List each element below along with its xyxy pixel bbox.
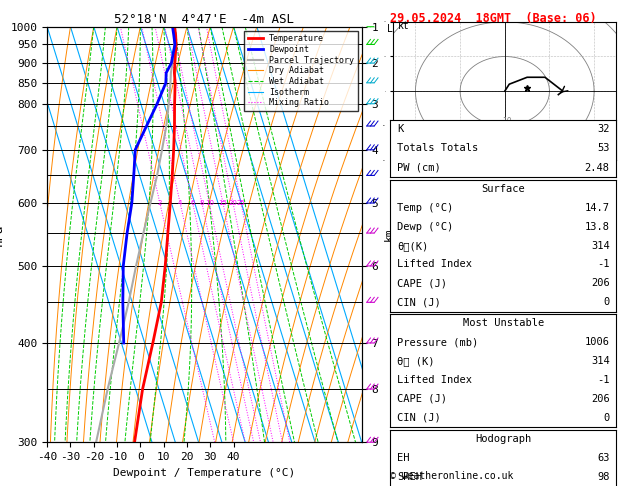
Text: 8: 8 — [199, 200, 204, 206]
Legend: Temperature, Dewpoint, Parcel Trajectory, Dry Adiabat, Wet Adiabat, Isotherm, Mi: Temperature, Dewpoint, Parcel Trajectory… — [244, 31, 357, 110]
Text: 98: 98 — [597, 472, 610, 482]
Text: © weatheronline.co.uk: © weatheronline.co.uk — [390, 471, 513, 481]
Y-axis label: km
ASL: km ASL — [384, 225, 405, 244]
Text: 206: 206 — [591, 278, 610, 288]
Text: 63: 63 — [597, 453, 610, 463]
Text: 13.8: 13.8 — [584, 222, 610, 232]
Text: CAPE (J): CAPE (J) — [397, 394, 447, 404]
Text: Surface: Surface — [481, 184, 525, 194]
Text: 10: 10 — [204, 200, 214, 206]
Text: Temp (°C): Temp (°C) — [397, 203, 453, 213]
Text: PW (cm): PW (cm) — [397, 163, 440, 173]
Text: 15: 15 — [218, 200, 228, 206]
Text: Lifted Index: Lifted Index — [397, 375, 472, 385]
Text: 4: 4 — [178, 200, 182, 206]
Text: Hodograph: Hodograph — [475, 434, 532, 444]
Text: 2.48: 2.48 — [584, 163, 610, 173]
Text: CAPE (J): CAPE (J) — [397, 278, 447, 288]
Text: K: K — [397, 124, 403, 134]
Text: 6: 6 — [191, 200, 195, 206]
Text: -1: -1 — [597, 260, 610, 270]
Text: CIN (J): CIN (J) — [397, 297, 440, 307]
Text: EH: EH — [397, 453, 409, 463]
Text: CIN (J): CIN (J) — [397, 413, 440, 423]
Text: Dewp (°C): Dewp (°C) — [397, 222, 453, 232]
Text: 32: 32 — [597, 124, 610, 134]
Text: 10: 10 — [502, 117, 512, 126]
Text: 20: 20 — [502, 152, 512, 161]
Text: 0: 0 — [603, 297, 610, 307]
Text: 314: 314 — [591, 356, 610, 366]
Text: 53: 53 — [597, 143, 610, 154]
Text: Totals Totals: Totals Totals — [397, 143, 478, 154]
Y-axis label: hPa: hPa — [0, 223, 5, 246]
Text: kt: kt — [398, 21, 409, 31]
Text: SREH: SREH — [397, 472, 422, 482]
Text: θᴄ (K): θᴄ (K) — [397, 356, 434, 366]
Text: 0: 0 — [603, 413, 610, 423]
Text: Most Unstable: Most Unstable — [462, 318, 544, 329]
Text: 206: 206 — [591, 394, 610, 404]
Text: 314: 314 — [591, 241, 610, 251]
Text: -1: -1 — [597, 375, 610, 385]
Text: θᴄ(K): θᴄ(K) — [397, 241, 428, 251]
Text: Pressure (mb): Pressure (mb) — [397, 337, 478, 347]
Text: 25: 25 — [237, 200, 245, 206]
Text: LCL: LCL — [387, 24, 404, 34]
Text: 1006: 1006 — [584, 337, 610, 347]
Text: 14.7: 14.7 — [584, 203, 610, 213]
Text: Lifted Index: Lifted Index — [397, 260, 472, 270]
X-axis label: Dewpoint / Temperature (°C): Dewpoint / Temperature (°C) — [113, 468, 296, 478]
Text: 29.05.2024  18GMT  (Base: 06): 29.05.2024 18GMT (Base: 06) — [390, 12, 596, 25]
Text: 20: 20 — [228, 200, 238, 206]
Title: 52°18'N  4°47'E  -4m ASL: 52°18'N 4°47'E -4m ASL — [114, 13, 294, 26]
Text: 2: 2 — [158, 200, 162, 206]
